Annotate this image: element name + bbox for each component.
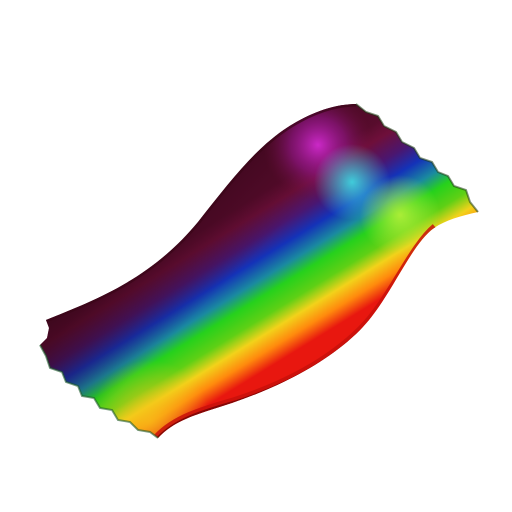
right-scalloped-edge [355, 103, 479, 213]
left-scalloped-edge [39, 344, 159, 439]
